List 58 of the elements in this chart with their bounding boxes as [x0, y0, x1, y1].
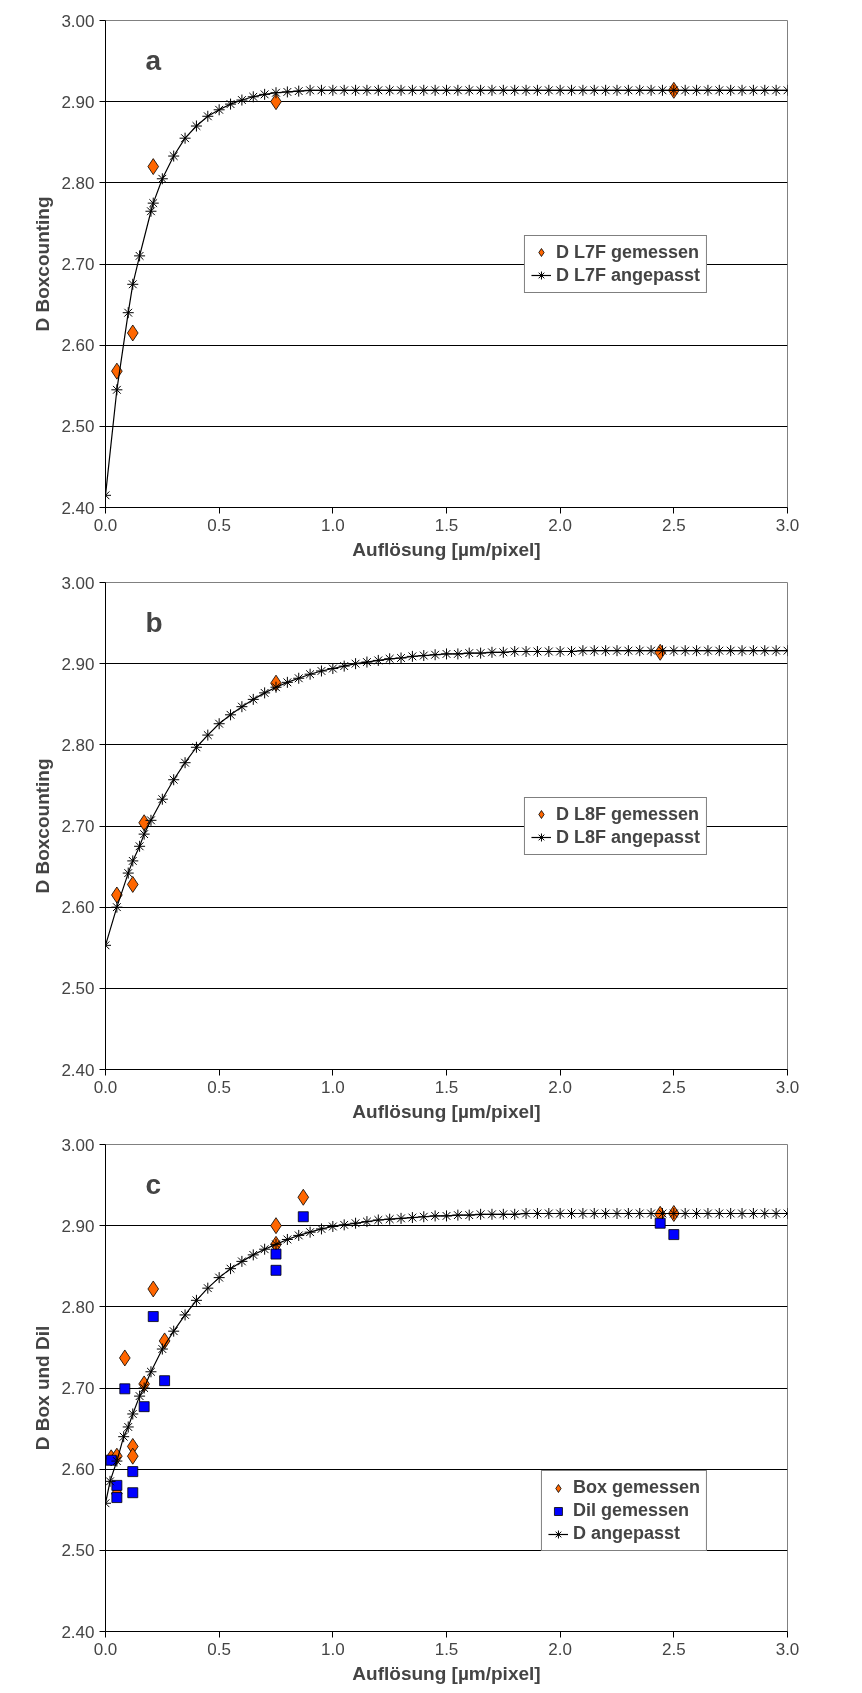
x-tick-label: 3.0 [775, 1077, 800, 1097]
annotation: b [145, 606, 163, 638]
x-tick-label: 3.0 [775, 515, 800, 535]
y-tick-label: 2.60 [61, 336, 95, 356]
legend-label: D L8F gemessen [555, 803, 700, 825]
y-tick-label: 2.70 [61, 1379, 95, 1398]
x-tick-label: 0.0 [93, 1639, 118, 1659]
x-tick-label: 1.0 [321, 1639, 345, 1659]
y-axis-title: D Boxcounting [32, 196, 54, 332]
y-tick-label: 2.50 [61, 1541, 95, 1561]
x-tick-label: 2.0 [548, 1639, 572, 1659]
y-tick-label: 2.70 [61, 817, 95, 836]
x-tick-label: 0.5 [207, 515, 231, 535]
x-tick-label: 2.0 [548, 1077, 572, 1097]
y-tick-label: 2.70 [61, 255, 95, 274]
y-axis-title: D Box und Dil [32, 1325, 54, 1451]
x-tick-label: 2.5 [662, 1077, 686, 1097]
x-tick-label: 1.5 [434, 1077, 459, 1097]
x-axis-title: Auflösung [µm/pixel] [352, 1662, 541, 1684]
legend-label: D L7F angepasst [555, 264, 700, 286]
x-tick-label: 1.5 [434, 515, 459, 535]
y-tick-label: 2.40 [61, 1622, 95, 1642]
y-tick-label: 2.90 [61, 92, 95, 112]
x-tick-label: 0.5 [207, 1639, 231, 1659]
legend-label: Box gemessen [572, 1477, 700, 1498]
x-tick-label: 1.0 [321, 515, 345, 535]
y-tick-label: 2.60 [61, 1460, 95, 1480]
annotation: c [145, 1168, 162, 1200]
y-tick-label: 2.50 [61, 979, 95, 999]
y-tick-label: 2.80 [61, 735, 95, 755]
x-tick-label: 3.0 [775, 1639, 800, 1659]
legend-label: D L7F gemessen [555, 241, 700, 263]
legend-label: D angepasst [572, 1523, 680, 1544]
y-tick-label: 3.00 [61, 573, 95, 593]
x-tick-label: 1.0 [321, 1077, 345, 1097]
x-tick-label: 1.5 [434, 1639, 459, 1659]
x-axis-title: Auflösung [µm/pixel] [352, 538, 541, 560]
x-tick-label: 2.5 [662, 1639, 686, 1659]
x-tick-label: 2.5 [662, 515, 686, 535]
y-tick-label: 2.40 [61, 1060, 95, 1080]
x-tick-label: 0.0 [93, 1077, 118, 1097]
legend-label: D L8F angepasst [555, 826, 700, 848]
annotation: a [145, 44, 162, 76]
y-tick-label: 3.00 [61, 1135, 95, 1155]
x-tick-label: 0.5 [207, 1077, 231, 1097]
x-tick-label: 2.0 [548, 515, 572, 535]
y-tick-label: 2.50 [61, 417, 95, 437]
y-tick-label: 3.00 [61, 11, 95, 31]
legend-label: Dil gemessen [572, 1500, 689, 1521]
x-axis-title: Auflösung [µm/pixel] [352, 1100, 541, 1122]
y-tick-label: 2.90 [61, 1216, 95, 1236]
y-tick-label: 2.90 [61, 654, 95, 674]
y-tick-label: 2.80 [61, 1297, 95, 1317]
y-axis-title: D Boxcounting [32, 758, 54, 894]
x-tick-label: 0.0 [93, 515, 118, 535]
y-tick-label: 2.60 [61, 898, 95, 918]
y-tick-label: 2.40 [61, 498, 95, 518]
y-tick-label: 2.80 [61, 173, 95, 193]
